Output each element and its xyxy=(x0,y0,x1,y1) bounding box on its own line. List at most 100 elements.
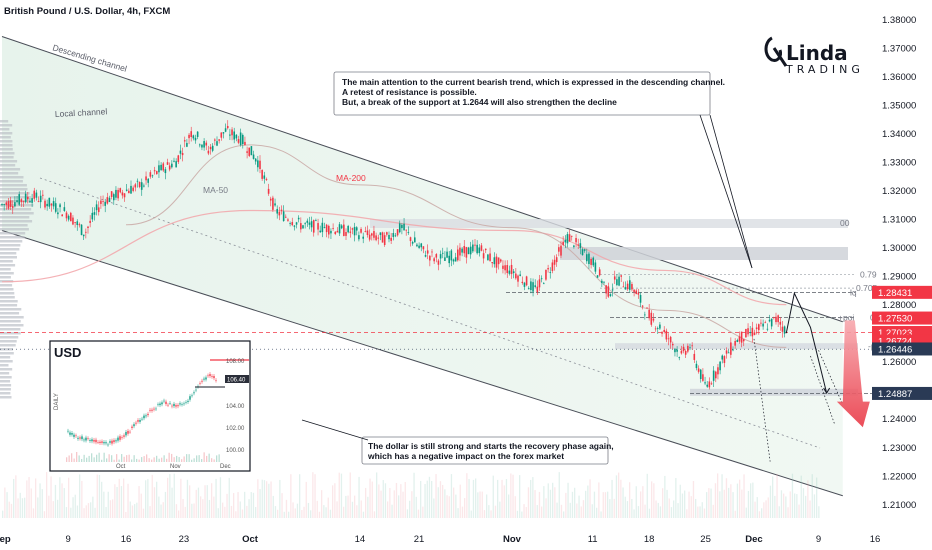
volume-bar xyxy=(794,493,796,518)
fib-079-label: 0.79 xyxy=(860,270,877,280)
volume-bar xyxy=(743,474,745,518)
inset-volume-bar xyxy=(181,459,183,462)
volume-bar xyxy=(772,476,774,518)
candle-body xyxy=(734,340,736,346)
candle-body xyxy=(568,234,571,242)
volume-bar xyxy=(763,502,765,518)
volume-bar xyxy=(472,479,475,518)
inset-axis-label: DAILY xyxy=(54,393,60,410)
candle-body xyxy=(601,280,603,283)
volume-bar xyxy=(525,507,527,518)
price-tag-badge xyxy=(872,386,932,400)
candle-body xyxy=(760,322,762,324)
candle-body xyxy=(186,143,188,147)
inset-volume-bar xyxy=(141,457,143,462)
inset-candle-body xyxy=(137,420,139,422)
volume-bar xyxy=(288,511,290,518)
candle-body xyxy=(257,160,259,168)
candle-body xyxy=(138,181,141,187)
volume-bar xyxy=(85,505,87,518)
candle-body xyxy=(233,131,235,140)
candle-body xyxy=(130,185,132,194)
x-axis[interactable]: Sep 9 16 23 Oct 14 21 Nov 11 18 25 Dec 9 16 xyxy=(0,534,880,545)
candle-body xyxy=(190,131,192,138)
volume-bar xyxy=(112,499,114,518)
volume-bar xyxy=(116,486,118,518)
candle-body xyxy=(622,286,625,288)
volume-bar xyxy=(699,506,701,518)
inset-candle-body xyxy=(79,437,81,439)
candle-body xyxy=(379,232,382,235)
volume-bar xyxy=(160,504,162,518)
inset-xtick-dec: Dec xyxy=(220,464,231,470)
candle-body xyxy=(201,144,203,148)
candle-body xyxy=(543,283,545,285)
candle-body xyxy=(390,237,392,241)
volume-bar xyxy=(57,499,59,518)
candle-body xyxy=(220,132,223,138)
inset-volume-bar xyxy=(96,454,98,462)
volume-bar xyxy=(523,504,525,518)
volume-bar xyxy=(149,506,151,518)
x-tick-label: 9 xyxy=(65,534,70,545)
inset-volume-bar xyxy=(191,459,193,462)
volume-bar xyxy=(241,509,244,518)
candle-body xyxy=(747,328,749,335)
candle-body xyxy=(641,305,644,307)
inset-candle-body xyxy=(135,422,137,424)
volume-bar xyxy=(637,506,640,518)
candle-body xyxy=(229,134,231,136)
candle-body xyxy=(104,201,106,206)
candle-body xyxy=(18,194,20,205)
fib-0705-label: 0.705 xyxy=(856,283,878,293)
volume-bar xyxy=(576,503,578,518)
inset-candle-body xyxy=(187,400,189,402)
candle-body xyxy=(672,343,674,346)
inset-candle-body xyxy=(123,435,125,437)
candle-body xyxy=(166,162,169,165)
inset-candle-body xyxy=(205,377,207,380)
top-note-line-3: But, a break of the support at 1.2644 wi… xyxy=(342,97,617,107)
volume-bar xyxy=(653,483,655,518)
candle-body xyxy=(136,180,139,182)
ma200-label: MA-200 xyxy=(336,173,366,183)
candle-body xyxy=(433,258,435,262)
candle-body xyxy=(753,332,756,335)
inset-volume-bar xyxy=(161,457,163,462)
volume-bar xyxy=(263,480,266,518)
candle-body xyxy=(547,268,549,270)
candle-body xyxy=(768,319,771,322)
volume-bar xyxy=(21,498,24,518)
candle-body xyxy=(723,356,726,363)
candle-body xyxy=(343,224,345,236)
volume-bar xyxy=(217,508,219,518)
volume-bar xyxy=(266,481,268,518)
candle-body xyxy=(745,329,747,338)
top-note-callout[interactable]: The main attention to the current bearis… xyxy=(333,71,753,269)
volume-bar xyxy=(213,496,215,518)
candle-body xyxy=(420,243,423,248)
inset-candle-body xyxy=(101,441,103,443)
volume-bar xyxy=(785,496,787,518)
usd-inset-chart[interactable]: USD DAILY 108.00 106.40 104.00 102.00 10… xyxy=(49,340,251,472)
inset-candle-body xyxy=(77,437,79,439)
volume-bar xyxy=(549,489,552,518)
volume-bar xyxy=(644,504,646,518)
bottom-note-callout[interactable]: The dollar is still strong and starts th… xyxy=(301,419,614,465)
candle-body xyxy=(689,347,691,349)
volume-bar xyxy=(710,488,712,518)
volume-bar xyxy=(114,484,116,518)
inset-candle-body xyxy=(149,409,151,411)
volume-bar xyxy=(679,484,681,518)
inset-candle-body xyxy=(141,418,143,420)
candle-body xyxy=(564,239,567,243)
candle-body xyxy=(676,349,678,352)
volume-bar xyxy=(235,511,237,518)
volume-bar xyxy=(376,472,378,518)
x-tick-label: Sep xyxy=(0,534,11,545)
inset-candle-body xyxy=(113,440,115,443)
volume-bar xyxy=(442,484,444,518)
volume-bar xyxy=(228,477,230,518)
volume-bar xyxy=(356,505,358,518)
